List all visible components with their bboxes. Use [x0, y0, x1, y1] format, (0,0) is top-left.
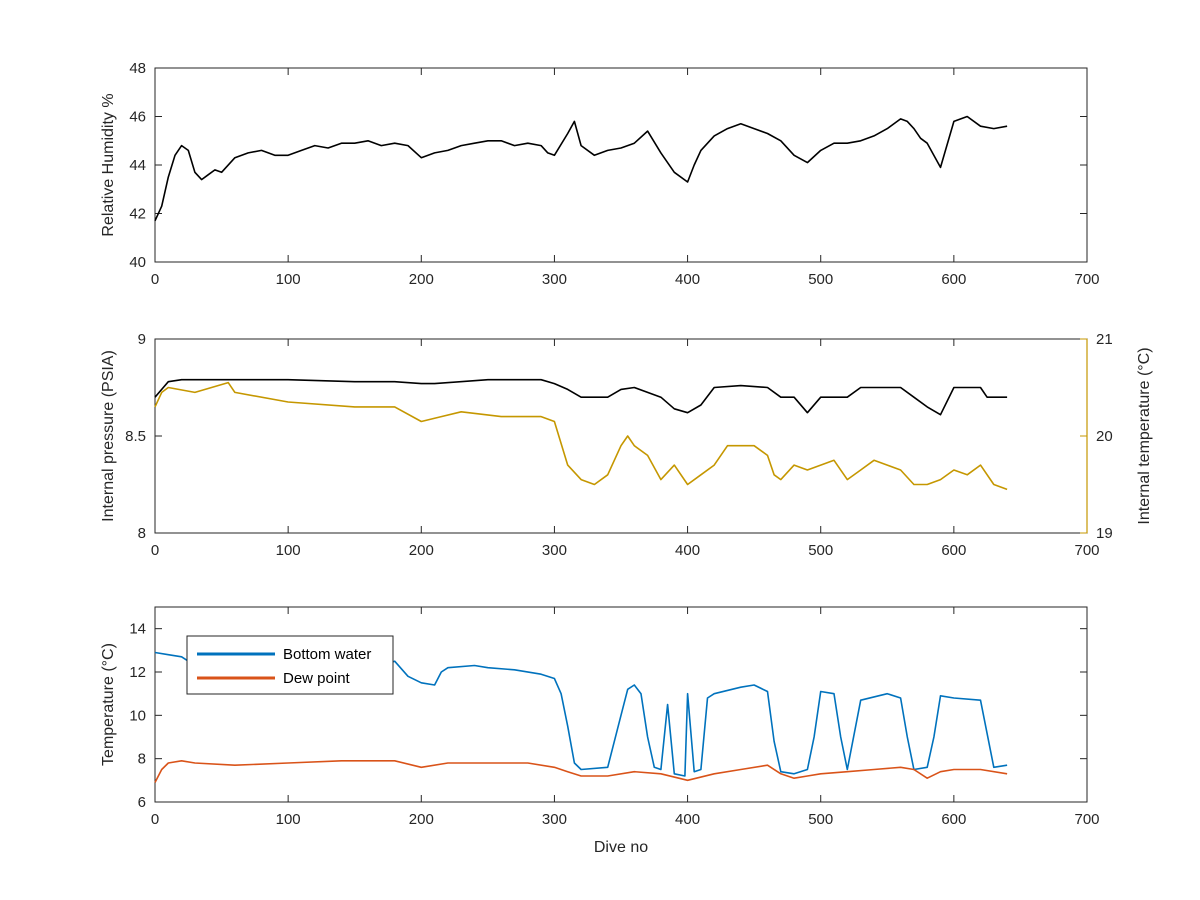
- x-tick-label: 0: [151, 271, 159, 288]
- legend-entry: Bottom water: [283, 646, 371, 663]
- y-tick-label: 42: [129, 206, 146, 223]
- plot-area-1: [154, 67, 1088, 263]
- x-tick-label: 700: [1074, 271, 1099, 288]
- x-tick-label: 200: [409, 811, 434, 828]
- x-tick-label: 600: [941, 811, 966, 828]
- chart-panel-3: 0 100 200 300 400 500 600 700 6 8 10 12 14 Temperatur…: [100, 606, 1100, 856]
- y2-tick-label: 21: [1096, 331, 1113, 348]
- x-axis-label: Dive no: [594, 839, 648, 856]
- x-tick-label: 700: [1074, 542, 1099, 559]
- x-tick-label: 100: [276, 811, 301, 828]
- y2-tick-label: 20: [1096, 428, 1113, 445]
- y2-tick-label: 19: [1096, 525, 1113, 542]
- x-tick-label: 600: [941, 542, 966, 559]
- y-tick-label: 8: [138, 525, 146, 542]
- plot-area-2: [154, 338, 1088, 534]
- y-tick-label: 8.5: [125, 428, 146, 445]
- y-axis-label: Relative Humidity %: [100, 93, 117, 236]
- chart-panel-1: 0 100 200 300 400 500 600 700 40 42 44 46 48 Relative…: [100, 60, 1100, 288]
- y-tick-label: 6: [138, 794, 146, 811]
- y-tick-label: 40: [129, 254, 146, 271]
- series-line-1-1: [154, 115, 1008, 222]
- x-tick-label: 300: [542, 811, 567, 828]
- x-tick-label: 100: [276, 271, 301, 288]
- y-tick-label: 9: [138, 331, 146, 348]
- y-tick-label: 48: [129, 60, 146, 77]
- series-line-3-1: [154, 651, 1008, 777]
- y-axis-label: Temperature (°C): [100, 643, 117, 766]
- series-line-3-2: [154, 759, 1008, 783]
- x-tick-label: 400: [675, 271, 700, 288]
- y-tick-label: 44: [129, 157, 146, 174]
- y-tick-label: 10: [129, 707, 146, 724]
- y-tick-label: 8: [138, 751, 146, 768]
- chart-panel-2: 0 100 200 300 400 500 600 700 8 8.5 9 19 20 21 Interna…: [100, 331, 1153, 559]
- x-tick-label: 500: [808, 811, 833, 828]
- y-tick-label: 14: [129, 621, 146, 638]
- x-tick-label: 500: [808, 542, 833, 559]
- x-tick-label: 200: [409, 271, 434, 288]
- series-line-2-2: [154, 381, 1008, 491]
- x-tick-label: 400: [675, 542, 700, 559]
- x-tick-label: 600: [941, 271, 966, 288]
- x-tick-label: 0: [151, 542, 159, 559]
- x-tick-label: 200: [409, 542, 434, 559]
- series-line-2-1: [154, 378, 1008, 416]
- y-tick-label: 46: [129, 109, 146, 126]
- x-tick-label: 300: [542, 542, 567, 559]
- x-tick-label: 400: [675, 811, 700, 828]
- x-tick-label: 700: [1074, 811, 1099, 828]
- legend-box: [186, 635, 394, 695]
- legend-entry: Dew point: [283, 670, 351, 687]
- y2-axis-label: Internal temperature (°C): [1136, 347, 1153, 524]
- x-tick-label: 500: [808, 271, 833, 288]
- y-axis-label: Internal pressure (PSIA): [100, 350, 117, 522]
- x-tick-label: 100: [276, 542, 301, 559]
- x-tick-label: 0: [151, 811, 159, 828]
- legend: Bottom water Dew point: [186, 635, 394, 695]
- x-tick-label: 300: [542, 271, 567, 288]
- y-tick-label: 12: [129, 664, 146, 681]
